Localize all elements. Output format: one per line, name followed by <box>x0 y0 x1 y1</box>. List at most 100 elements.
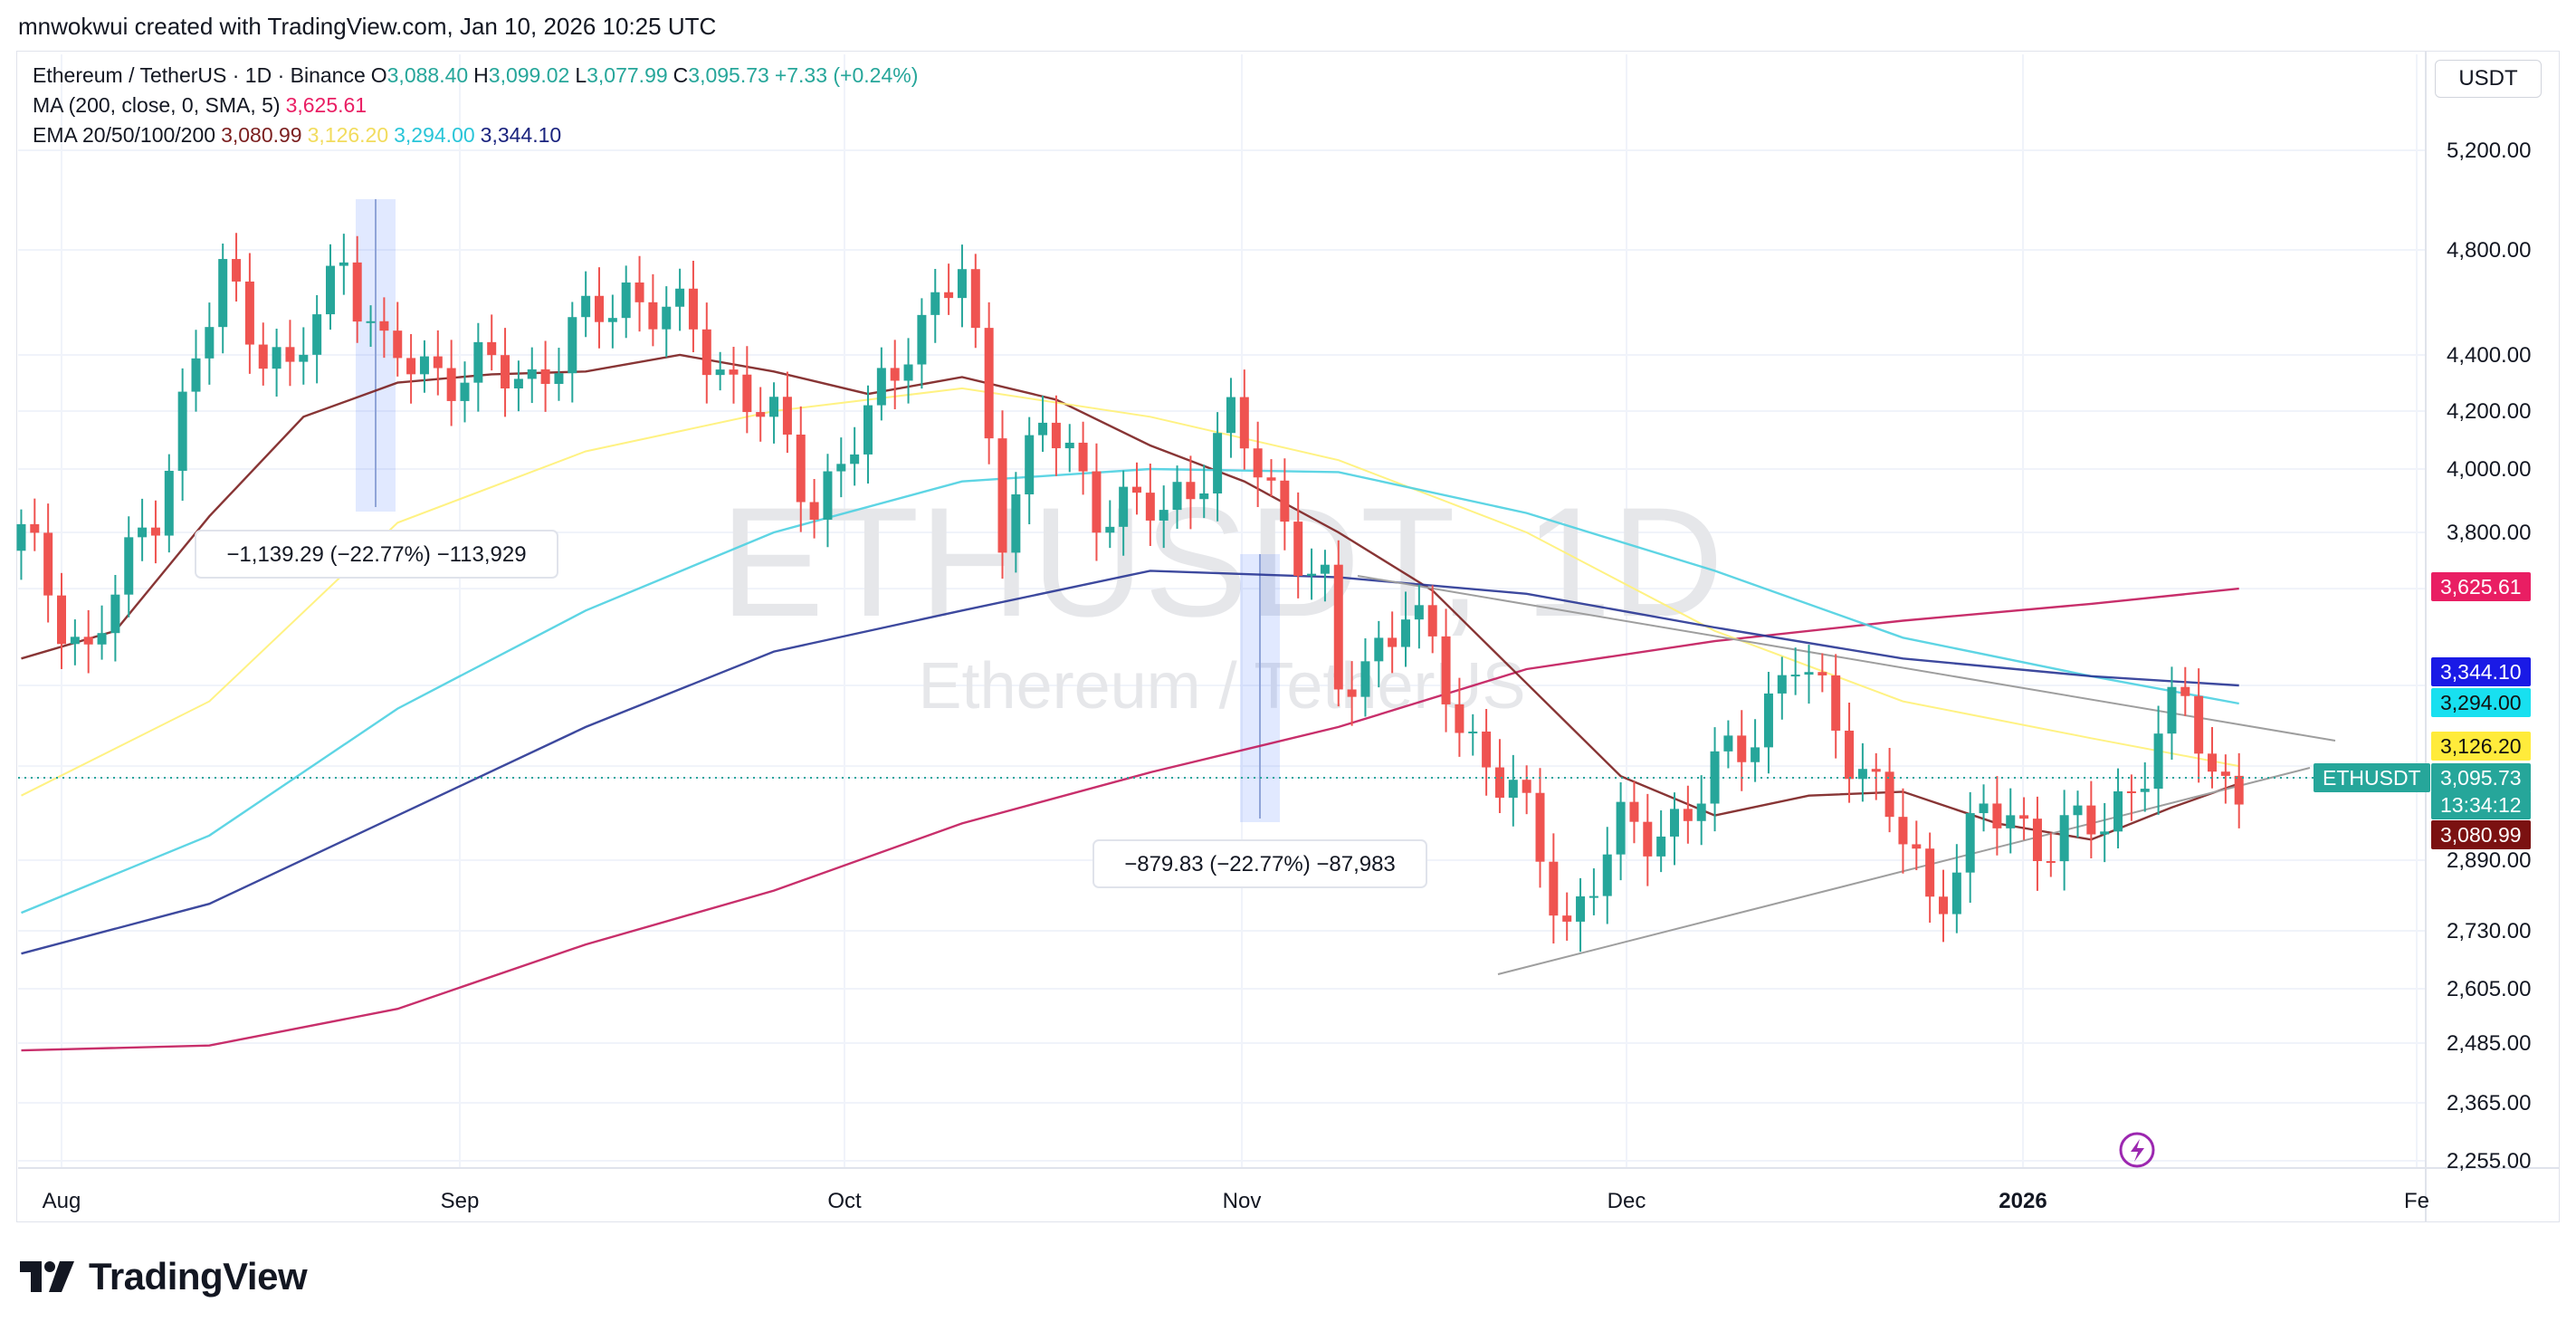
candle-body <box>1629 801 1639 822</box>
candlesticks <box>16 233 2244 953</box>
legend-c-value: 3,095.73 <box>688 63 769 87</box>
legend-ema20: 3,080.99 <box>221 123 302 147</box>
price-tag-ema50: 3,126.20 <box>2431 732 2531 761</box>
candle-body <box>648 302 658 330</box>
y-tick-label: 3,800.00 <box>2447 521 2531 545</box>
legend-ma[interactable]: MA (200, close, 0, SMA, 5) 3,625.61 <box>33 93 372 118</box>
candle-body <box>1845 730 1855 780</box>
symbol-label-tag: ETHUSDT <box>2314 763 2430 792</box>
candle-body <box>1347 689 1357 697</box>
candle-body <box>970 269 980 329</box>
candle-body <box>2113 791 2123 832</box>
candle-body <box>272 347 281 369</box>
candle-body <box>769 397 779 417</box>
x-tick-label: Fe <box>2404 1189 2429 1213</box>
candle-body <box>607 318 617 322</box>
candle-body <box>527 369 537 379</box>
candle-body <box>1414 605 1424 620</box>
ma-line-2 <box>21 387 2239 797</box>
candle-body <box>836 464 846 472</box>
candle-body <box>1119 486 1129 527</box>
y-tick-label: 2,485.00 <box>2447 1031 2531 1056</box>
candle-body <box>57 595 66 645</box>
candle-body <box>258 344 268 369</box>
candle-body <box>205 327 215 359</box>
candle-body <box>70 637 80 645</box>
price-chart[interactable]: ETHUSDT, 1D Ethereum / TetherUS 5,200.00… <box>0 0 2576 1240</box>
candle-body <box>513 378 523 388</box>
legend-ema[interactable]: EMA 20/50/100/200 3,080.99 3,126.20 3,294.0… <box>33 123 567 148</box>
lightning-icon-bolt <box>2131 1139 2144 1162</box>
candle-body <box>326 265 335 315</box>
candle-body <box>1751 747 1760 762</box>
x-tick-label: Oct <box>827 1189 862 1213</box>
candle-body <box>2046 861 2056 864</box>
y-tick-label: 2,365.00 <box>2447 1091 2531 1116</box>
candle-body <box>312 314 322 355</box>
candle-body <box>366 321 376 323</box>
candle-body <box>1723 735 1733 752</box>
candle-body <box>2006 815 2016 828</box>
candle-body <box>1172 482 1182 511</box>
watermark-symbol: ETHUSDT, 1D <box>720 475 1724 649</box>
candle-body <box>1226 397 1236 434</box>
candle-body <box>1482 731 1492 768</box>
candle-body <box>43 532 53 596</box>
currency-selector[interactable]: USDT <box>2435 60 2542 98</box>
y-tick-label: 4,800.00 <box>2447 238 2531 263</box>
candle-body <box>1092 471 1102 533</box>
ma-line-4 <box>21 570 2239 955</box>
candle-body <box>1441 636 1451 704</box>
candle-body <box>1589 895 1598 898</box>
legend-h-value: 3,099.02 <box>488 63 570 87</box>
candle-body <box>1804 672 1814 675</box>
legend-change: +7.33 (+0.24%) <box>774 63 919 87</box>
y-tick-label: 2,255.00 <box>2447 1149 2531 1173</box>
candle-body <box>581 295 591 318</box>
legend-symbol[interactable]: Ethereum / TetherUS · 1D · Binance <box>33 63 366 87</box>
candle-body <box>1011 493 1021 553</box>
legend-ohlc: Ethereum / TetherUS · 1D · Binance O3,088… <box>33 63 923 88</box>
candle-body <box>715 369 725 376</box>
candle-body <box>1818 672 1827 675</box>
x-tick-label: 2026 <box>1999 1189 2046 1213</box>
candle-body <box>876 368 886 406</box>
chart-frame <box>16 51 2560 1222</box>
candle-body <box>1562 915 1572 922</box>
candle-body <box>917 314 927 365</box>
price-tag-countdown: 13:34:12 <box>2431 790 2531 819</box>
candle-body <box>2220 771 2230 776</box>
price-tag-ema20: 3,080.99 <box>2431 820 2531 849</box>
candle-body <box>1857 769 1867 780</box>
tradingview-logo[interactable]: TradingView <box>20 1255 308 1298</box>
candle-body <box>890 368 900 381</box>
candle-body <box>138 527 148 538</box>
candle-body <box>1186 482 1196 500</box>
price-tag-ema100: 3,294.00 <box>2431 688 2531 717</box>
y-tick-label: 2,730.00 <box>2447 919 2531 943</box>
legend-l-label: L <box>575 63 587 87</box>
candle-body <box>568 317 577 374</box>
candle-body <box>97 633 107 645</box>
candle-body <box>903 364 913 381</box>
candle-body <box>1253 448 1263 478</box>
candle-body <box>1763 693 1773 748</box>
candle-body <box>554 373 564 385</box>
candle-body <box>1213 433 1223 493</box>
candle-body <box>2167 686 2177 734</box>
candle-body <box>595 295 604 322</box>
candle-body <box>1549 861 1559 916</box>
candle-body <box>83 637 93 645</box>
candle-body <box>419 356 429 375</box>
candle-body <box>1670 809 1679 837</box>
candle-body <box>2019 815 2029 819</box>
candle-body <box>1360 661 1370 697</box>
candle-body <box>1333 564 1343 690</box>
candle-body <box>1696 803 1706 821</box>
candle-body <box>487 341 497 356</box>
price-tag-ema200: 3,344.10 <box>2431 657 2531 686</box>
legend-ema-label: EMA 20/50/100/200 <box>33 123 216 147</box>
candle-body <box>244 281 254 345</box>
candle-body <box>110 594 120 634</box>
candle-body <box>16 523 26 551</box>
